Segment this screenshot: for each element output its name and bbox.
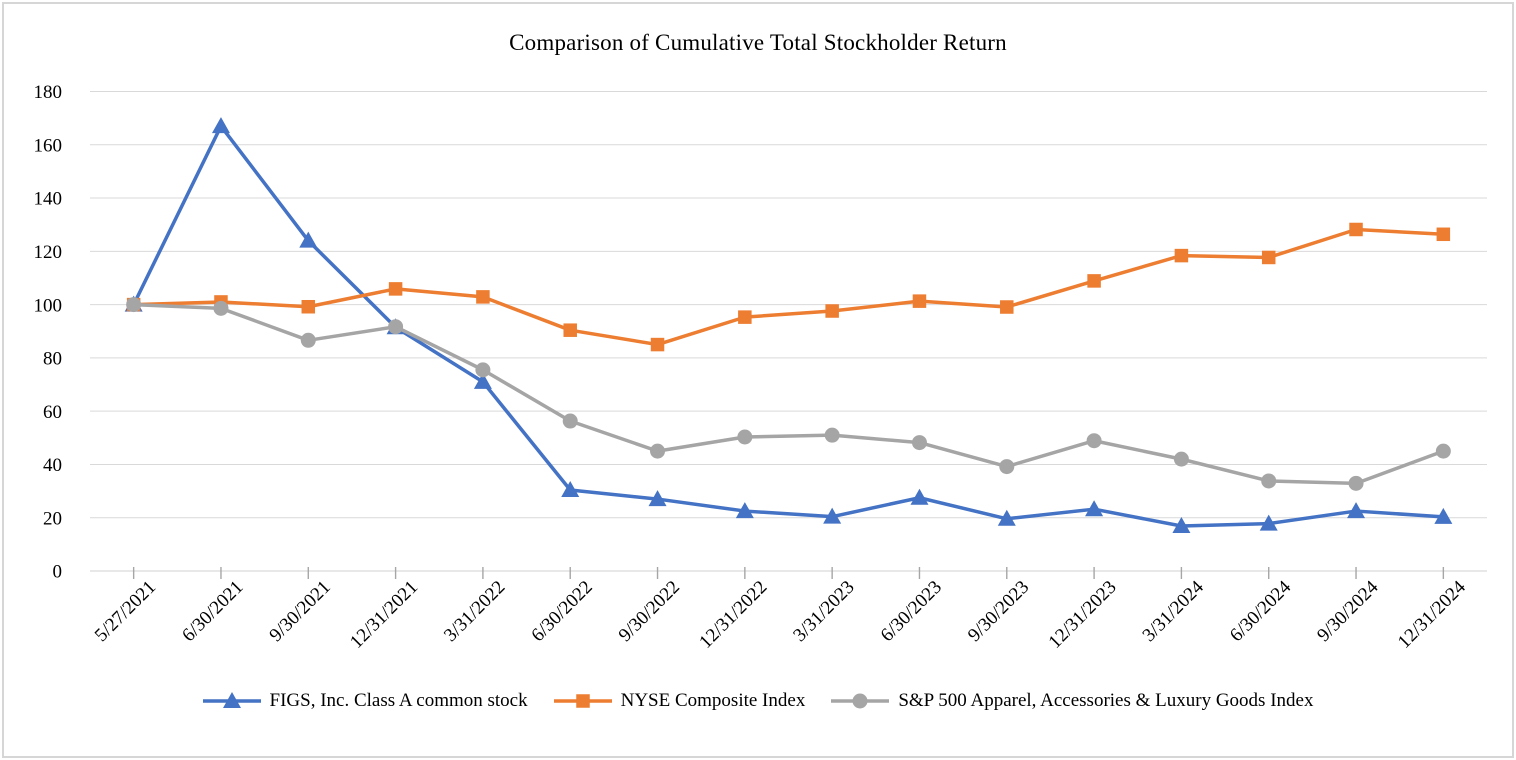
- x-axis-tick-label: 12/31/2024: [1394, 576, 1470, 652]
- data-point-s-p-500-apparel-accessories-luxury-goods-index-3-31-2022: [475, 362, 491, 378]
- data-point-figs-inc-class-a-common-stock-12-31-2023: [1085, 500, 1104, 517]
- data-point-nyse-composite-index-9-30-2023: [1000, 300, 1014, 314]
- data-point-nyse-composite-index-3-31-2023: [825, 304, 839, 318]
- data-point-nyse-composite-index-12-31-2022: [738, 310, 752, 324]
- x-axis-tick-label: 6/30/2024: [1226, 576, 1296, 646]
- y-axis-tick-label: 80: [43, 349, 62, 370]
- x-axis-tick-label: 9/30/2023: [964, 577, 1033, 646]
- data-point-figs-inc-class-a-common-stock-3-31-2024: [1172, 516, 1191, 533]
- x-axis-tick-label: 6/30/2023: [877, 577, 946, 646]
- x-axis-tick-label: 3/31/2023: [789, 577, 858, 646]
- legend-circle-marker-icon: [831, 693, 890, 709]
- data-point-s-p-500-apparel-accessories-luxury-goods-index-12-31-2021: [388, 319, 404, 335]
- y-axis-tick-label: 180: [34, 82, 63, 103]
- data-point-nyse-composite-index-6-30-2022: [563, 323, 577, 337]
- data-point-s-p-500-apparel-accessories-luxury-goods-index-5-27-2021: [126, 297, 142, 313]
- x-axis-tick-label: 3/31/2024: [1139, 576, 1209, 646]
- line-chart-plot-area: 0 20 40 60 80 100 120 140 160 180 5/27/2021 6/30/20…: [34, 82, 1487, 653]
- y-axis-tick-label: 40: [43, 455, 62, 476]
- data-point-nyse-composite-index-6-30-2024: [1261, 250, 1276, 265]
- data-point-nyse-composite-index-3-31-2024: [1174, 248, 1189, 263]
- data-point-s-p-500-apparel-accessories-luxury-goods-index-6-30-2023: [911, 435, 927, 451]
- data-point-s-p-500-apparel-accessories-luxury-goods-index-9-30-2023: [999, 459, 1015, 475]
- legend-triangle-marker-icon: [202, 692, 261, 708]
- x-axis-tick-label: 9/30/2021: [265, 577, 334, 646]
- legend-item-figs-inc-class-a-common-stock: FIGS, Inc. Class A common stock: [202, 690, 528, 712]
- data-point-figs-inc-class-a-common-stock-3-31-2023: [823, 507, 842, 524]
- data-point-figs-inc-class-a-common-stock-9-30-2023: [997, 509, 1016, 526]
- data-point-s-p-500-apparel-accessories-luxury-goods-index-6-30-2024: [1261, 473, 1277, 489]
- y-axis-tick-label: 60: [43, 402, 62, 423]
- legend-marker-shape: [852, 693, 868, 709]
- data-point-s-p-500-apparel-accessories-luxury-goods-index-6-30-2022: [562, 413, 578, 429]
- x-axis-tick-label: 12/31/2022: [695, 577, 771, 653]
- data-point-figs-inc-class-a-common-stock-12-31-2022: [735, 502, 754, 519]
- series-line-figs-inc-class-a-common-stock: [131, 124, 1446, 528]
- data-point-nyse-composite-index-12-31-2023: [1087, 274, 1101, 288]
- data-point-s-p-500-apparel-accessories-luxury-goods-index-12-31-2023: [1086, 433, 1102, 449]
- legend-label: S&P 500 Apparel, Accessories & Luxury Go…: [898, 690, 1314, 711]
- data-point-nyse-composite-index-3-31-2022: [476, 290, 490, 304]
- data-point-s-p-500-apparel-accessories-luxury-goods-index-6-30-2021: [213, 300, 229, 316]
- data-point-figs-inc-class-a-common-stock-6-30-2023: [910, 488, 929, 505]
- data-point-figs-inc-class-a-common-stock-12-31-2024: [1434, 507, 1453, 524]
- data-point-figs-inc-class-a-common-stock-9-30-2022: [648, 490, 667, 507]
- x-axis-tick-label: 6/30/2022: [527, 577, 596, 646]
- legend-label: FIGS, Inc. Class A common stock: [269, 690, 528, 711]
- x-axis-tick-label: 3/31/2022: [440, 577, 509, 646]
- x-axis-tick-label: 9/30/2022: [615, 577, 684, 646]
- data-point-s-p-500-apparel-accessories-luxury-goods-index-12-31-2024: [1435, 443, 1451, 459]
- data-point-figs-inc-class-a-common-stock-6-30-2024: [1259, 514, 1278, 531]
- y-axis-tick-label: 160: [34, 135, 63, 156]
- legend-item-s-p-500-apparel-accessories-luxury-goods-index: S&P 500 Apparel, Accessories & Luxury Go…: [831, 690, 1313, 712]
- x-axis-tick-label: 5/27/2021: [91, 577, 160, 646]
- data-point-nyse-composite-index-9-30-2024: [1349, 222, 1363, 237]
- data-point-nyse-composite-index-12-31-2024: [1436, 227, 1451, 242]
- y-axis-tick-label: 120: [34, 242, 63, 263]
- y-axis-tick-label: 0: [53, 562, 63, 583]
- data-point-figs-inc-class-a-common-stock-6-30-2022: [561, 481, 580, 498]
- x-axis-tick-label: 6/30/2021: [178, 577, 247, 646]
- data-point-s-p-500-apparel-accessories-luxury-goods-index-3-31-2023: [824, 427, 840, 443]
- legend-label: NYSE Composite Index: [620, 690, 806, 711]
- legend-marker-shape: [575, 694, 590, 708]
- chart-legend: FIGS, Inc. Class A common stock NYSE Comp…: [0, 690, 1516, 712]
- legend-square-marker-icon: [553, 694, 612, 708]
- data-point-s-p-500-apparel-accessories-luxury-goods-index-9-30-2022: [650, 443, 666, 459]
- x-axis-tick-label: 12/31/2021: [346, 577, 422, 653]
- data-point-figs-inc-class-a-common-stock-9-30-2024: [1347, 502, 1366, 519]
- x-axis-tick-label: 9/30/2024: [1313, 576, 1383, 646]
- data-point-figs-inc-class-a-common-stock-9-30-2021: [299, 231, 318, 248]
- data-point-s-p-500-apparel-accessories-luxury-goods-index-12-31-2022: [737, 429, 753, 445]
- data-point-s-p-500-apparel-accessories-luxury-goods-index-9-30-2021: [300, 332, 316, 348]
- series-line-s-p-500-apparel-accessories-luxury-goods-index: [131, 302, 1446, 486]
- y-axis-tick-label: 140: [34, 189, 63, 210]
- data-point-figs-inc-class-a-common-stock-6-30-2021: [211, 117, 230, 134]
- data-point-nyse-composite-index-12-31-2021: [388, 282, 403, 296]
- chart-title: Comparison of Cumulative Total Stockhold…: [509, 30, 1007, 55]
- data-point-figs-inc-class-a-common-stock-3-31-2022: [473, 372, 492, 389]
- y-axis-tick-label: 100: [34, 295, 63, 316]
- x-axis-tick-label: 12/31/2023: [1045, 577, 1121, 653]
- series-line-nyse-composite-index: [131, 227, 1446, 347]
- data-point-s-p-500-apparel-accessories-luxury-goods-index-3-31-2024: [1173, 451, 1189, 467]
- y-axis-tick-label: 20: [43, 508, 62, 529]
- data-point-nyse-composite-index-9-30-2022: [650, 337, 665, 352]
- legend-item-nyse-composite-index: NYSE Composite Index: [553, 690, 806, 712]
- legend-marker-shape: [222, 692, 241, 708]
- data-point-s-p-500-apparel-accessories-luxury-goods-index-9-30-2024: [1348, 475, 1364, 491]
- data-point-nyse-composite-index-9-30-2021: [301, 299, 316, 314]
- data-point-nyse-composite-index-6-30-2023: [912, 294, 927, 308]
